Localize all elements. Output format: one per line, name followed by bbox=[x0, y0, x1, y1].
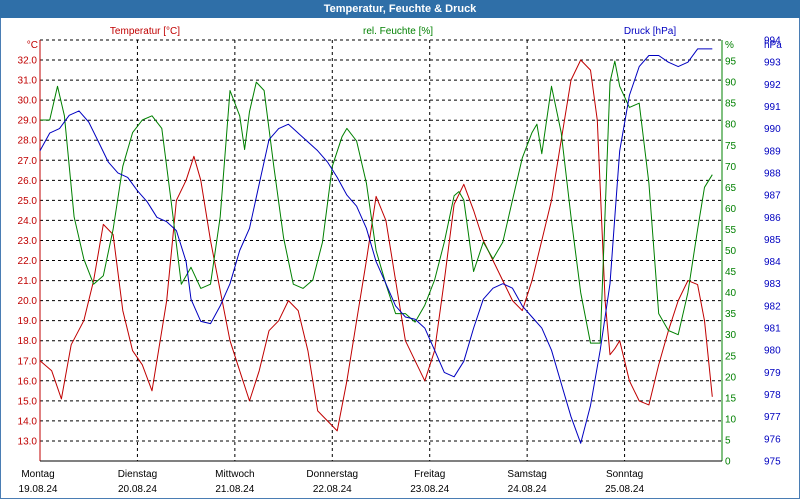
pressure-tick-label: 982 bbox=[764, 301, 781, 312]
pressure-tick-label: 994 bbox=[764, 36, 781, 47]
chart-title: Temperatur, Feuchte & Druck bbox=[0, 0, 800, 18]
pressure-tick-label: 992 bbox=[764, 80, 781, 91]
temperature-tick-label: 26.0 bbox=[18, 176, 38, 187]
pressure-tick-label: 975 bbox=[764, 457, 781, 468]
temperature-tick-label: 15.0 bbox=[18, 396, 38, 407]
humidity-tick-label: 45 bbox=[725, 267, 737, 278]
temperature-tick-label: 23.0 bbox=[18, 236, 38, 247]
humidity-tick-label: 75 bbox=[725, 141, 737, 152]
temperature-tick-label: 20.0 bbox=[18, 296, 38, 307]
pressure-unit-label: hPa bbox=[764, 40, 782, 51]
day-name-label: Donnerstag bbox=[306, 469, 358, 480]
pressure-tick-label: 985 bbox=[764, 235, 781, 246]
humidity-tick-label: 35 bbox=[725, 309, 737, 320]
temperature-tick-label: 13.0 bbox=[18, 436, 38, 447]
day-date-label: 23.08.24 bbox=[410, 484, 449, 495]
humidity-tick-label: 65 bbox=[725, 183, 737, 194]
pressure-tick-label: 976 bbox=[764, 434, 781, 445]
temperature-line bbox=[39, 59, 713, 432]
temperature-tick-label: 28.0 bbox=[18, 136, 38, 147]
pressure-tick-label: 988 bbox=[764, 168, 781, 179]
temperature-tick-label: 29.0 bbox=[18, 116, 38, 127]
pressure-tick-label: 986 bbox=[764, 213, 781, 224]
temperature-tick-label: 30.0 bbox=[18, 96, 38, 107]
pressure-tick-label: 981 bbox=[764, 324, 781, 335]
temperature-tick-label: 19.0 bbox=[18, 316, 38, 327]
humidity-tick-label: 95 bbox=[725, 57, 737, 68]
humidity-tick-label: 60 bbox=[725, 204, 737, 215]
label-layer: 13.0 14.0 15.0 16.0 17.0 18.0 19.0 20.0 21.0 22.0… bbox=[18, 26, 783, 495]
temperature-tick-label: 27.0 bbox=[18, 156, 38, 167]
temperature-tick-label: 21.0 bbox=[18, 276, 38, 287]
day-date-label: 24.08.24 bbox=[508, 484, 547, 495]
temperature-tick-label: 24.0 bbox=[18, 216, 38, 227]
pressure-line bbox=[39, 48, 713, 444]
temperature-tick-label: 22.0 bbox=[18, 256, 38, 267]
temperature-tick-label: 18.0 bbox=[18, 336, 38, 347]
humidity-tick-label: 5 bbox=[725, 435, 731, 446]
temperature-axis-title: Temperatur [°C] bbox=[110, 26, 180, 37]
humidity-tick-label: 85 bbox=[725, 99, 737, 110]
humidity-tick-label: 0 bbox=[725, 457, 731, 468]
humidity-tick-label: 20 bbox=[725, 372, 737, 383]
temperature-tick-label: 25.0 bbox=[18, 196, 38, 207]
pressure-tick-label: 993 bbox=[764, 58, 781, 69]
day-name-label: Dienstag bbox=[118, 469, 157, 480]
pressure-axis-title: Druck [hPa] bbox=[624, 26, 676, 37]
pressure-tick-label: 980 bbox=[764, 346, 781, 357]
temperature-tick-label: 14.0 bbox=[18, 416, 38, 427]
temperature-tick-label: 32.0 bbox=[18, 56, 38, 67]
humidity-tick-label: 55 bbox=[725, 225, 737, 236]
humidity-tick-label: 80 bbox=[725, 120, 737, 131]
humidity-tick-label: 50 bbox=[725, 246, 737, 257]
humidity-tick-label: 10 bbox=[725, 414, 737, 425]
day-name-label: Samstag bbox=[507, 469, 546, 480]
pressure-tick-label: 977 bbox=[764, 412, 781, 423]
humidity-axis-title: rel. Feuchte [%] bbox=[363, 26, 433, 37]
pressure-tick-label: 979 bbox=[764, 368, 781, 379]
temperature-tick-label: 17.0 bbox=[18, 356, 38, 367]
humidity-unit-label: % bbox=[725, 40, 734, 51]
humidity-tick-label: 30 bbox=[725, 330, 737, 341]
humidity-tick-label: 40 bbox=[725, 288, 737, 299]
temperature-tick-label: 31.0 bbox=[18, 76, 38, 87]
pressure-tick-label: 989 bbox=[764, 146, 781, 157]
pressure-tick-label: 983 bbox=[764, 279, 781, 290]
humidity-tick-label: 90 bbox=[725, 78, 737, 89]
day-name-label: Mittwoch bbox=[215, 469, 254, 480]
grid-layer bbox=[39, 39, 723, 462]
humidity-tick-label: 70 bbox=[725, 162, 737, 173]
pressure-tick-label: 990 bbox=[764, 124, 781, 135]
pressure-tick-label: 978 bbox=[764, 390, 781, 401]
series-layer bbox=[39, 48, 713, 444]
day-date-label: 20.08.24 bbox=[118, 484, 157, 495]
day-name-label: Sonntag bbox=[606, 469, 643, 480]
day-name-label: Freitag bbox=[414, 469, 445, 480]
day-name-label: Montag bbox=[21, 469, 54, 480]
day-date-label: 22.08.24 bbox=[313, 484, 352, 495]
pressure-tick-label: 991 bbox=[764, 102, 781, 113]
pressure-tick-label: 984 bbox=[764, 257, 781, 268]
humidity-tick-label: 25 bbox=[725, 351, 737, 362]
day-date-label: 19.08.24 bbox=[19, 484, 58, 495]
pressure-tick-label: 987 bbox=[764, 191, 781, 202]
humidity-tick-label: 15 bbox=[725, 393, 737, 404]
temperature-unit-label: °C bbox=[27, 40, 38, 51]
temperature-tick-label: 16.0 bbox=[18, 376, 38, 387]
day-date-label: 25.08.24 bbox=[605, 484, 644, 495]
day-date-label: 21.08.24 bbox=[215, 484, 254, 495]
humidity-line bbox=[40, 60, 713, 344]
